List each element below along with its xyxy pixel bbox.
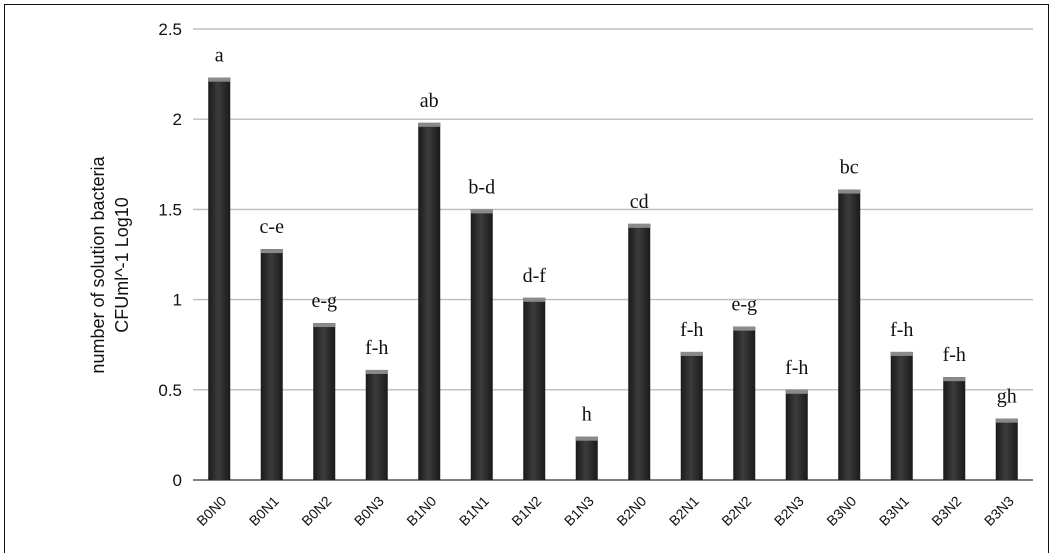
bar-cap-B0N2 xyxy=(313,323,336,328)
x-tick-label-B2N0: B2N0 xyxy=(613,493,649,529)
bars xyxy=(208,77,1018,481)
x-tick-label-B3N0: B3N0 xyxy=(823,493,859,529)
bar-cap-B3N1 xyxy=(890,351,913,356)
y-tick-label-2: 1 xyxy=(173,291,182,310)
x-tick-label-B1N2: B1N2 xyxy=(508,493,544,529)
data-label-B3N0: bc xyxy=(840,157,859,179)
bar-B1N1 xyxy=(470,209,493,480)
bar-cap-B3N0 xyxy=(838,189,861,194)
bar-B3N0 xyxy=(838,189,861,480)
x-tick-label-B0N2: B0N2 xyxy=(298,493,334,529)
x-tick-label-B2N1: B2N1 xyxy=(666,493,702,529)
y-tick-label-5: 2.5 xyxy=(158,20,182,39)
bar-B1N0 xyxy=(418,122,441,481)
data-label-B1N1: b-d xyxy=(468,176,495,198)
data-label-B1N2: d-f xyxy=(523,265,547,287)
bar-chart: 0 0.5 1 1.5 2 2.5 a c-e e-g f-h ab b-d d-f h cd f-h e-g… xyxy=(88,20,1033,529)
x-tick-label-B0N1: B0N1 xyxy=(246,493,282,529)
y-tick-label-3: 1.5 xyxy=(158,200,182,219)
data-label-B2N2: e-g xyxy=(731,294,757,316)
x-tick-label-B3N2: B3N2 xyxy=(928,493,964,529)
bar-cap-B2N3 xyxy=(785,389,808,394)
data-label-B3N3: gh xyxy=(997,386,1017,408)
bar-cap-B2N2 xyxy=(733,326,756,331)
bar-B0N3 xyxy=(365,369,388,480)
x-tick-label-B2N2: B2N2 xyxy=(718,493,754,529)
x-axis-ticks: B0N0 B0N1 B0N2 B0N3 B1N0 B1N1 B1N2 B1N3 B2N0 B2N1… xyxy=(193,493,1017,529)
bar-cap-B1N3 xyxy=(575,436,598,441)
bar-cap-B0N1 xyxy=(260,249,283,254)
y-axis-label-line1: number of solution bacteria xyxy=(88,155,108,373)
bar-cap-B1N1 xyxy=(470,209,493,214)
bar-B3N2 xyxy=(943,377,966,480)
chart-frame: 0 0.5 1 1.5 2 2.5 a c-e e-g f-h ab b-d d-f h cd f-h e-g… xyxy=(4,4,1049,553)
bar-B0N0 xyxy=(208,77,231,480)
bar-cap-B0N3 xyxy=(365,369,388,374)
data-label-B3N2: f-h xyxy=(943,344,966,366)
x-tick-label-B0N0: B0N0 xyxy=(193,493,229,529)
y-tick-label-1: 0.5 xyxy=(158,381,182,400)
x-tick-label-B2N3: B2N3 xyxy=(771,493,807,529)
y-tick-label-0: 0 xyxy=(173,471,182,490)
data-label-B0N0: a xyxy=(215,45,224,67)
bar-cap-B1N0 xyxy=(418,122,441,127)
bar-cap-B2N0 xyxy=(628,223,651,228)
bar-cap-B2N1 xyxy=(680,351,703,356)
x-tick-label-B3N3: B3N3 xyxy=(981,493,1017,529)
data-label-B0N1: c-e xyxy=(260,216,285,238)
y-tick-label-4: 2 xyxy=(173,110,182,129)
bar-B2N2 xyxy=(733,326,756,480)
x-tick-label-B3N1: B3N1 xyxy=(876,493,912,529)
bar-B0N2 xyxy=(313,323,336,480)
data-label-B0N2: e-g xyxy=(311,290,337,312)
x-tick-label-B1N3: B1N3 xyxy=(561,493,597,529)
bar-B3N3 xyxy=(995,418,1018,480)
x-tick-label-B1N0: B1N0 xyxy=(403,493,439,529)
bar-B3N1 xyxy=(890,351,913,480)
bar-B0N1 xyxy=(260,249,283,480)
bar-cap-B0N0 xyxy=(208,77,231,82)
x-tick-label-B0N3: B0N3 xyxy=(351,493,387,529)
y-axis-label-line2: CFUml^-1 Log10 xyxy=(112,197,132,333)
data-label-B1N3: h xyxy=(582,404,592,426)
data-label-B2N0: cd xyxy=(630,191,649,213)
data-label-B3N1: f-h xyxy=(890,319,913,341)
bar-B1N3 xyxy=(575,436,598,480)
bar-B1N2 xyxy=(523,297,546,480)
x-tick-label-B1N1: B1N1 xyxy=(456,493,492,529)
data-label-B2N1: f-h xyxy=(680,319,703,341)
data-label-B0N3: f-h xyxy=(365,337,388,359)
bar-cap-B3N3 xyxy=(995,418,1018,423)
data-label-B2N3: f-h xyxy=(785,357,808,379)
bar-cap-B3N2 xyxy=(943,377,966,382)
y-axis-ticks: 0 0.5 1 1.5 2 2.5 xyxy=(158,20,182,490)
bar-cap-B1N2 xyxy=(523,297,546,302)
bar-B2N0 xyxy=(628,223,651,480)
bar-B2N3 xyxy=(785,389,808,480)
data-label-B1N0: ab xyxy=(420,90,439,112)
bar-B2N1 xyxy=(680,351,703,480)
data-labels: a c-e e-g f-h ab b-d d-f h cd f-h e-g f-h bc f-h f-h gh xyxy=(215,45,1017,426)
